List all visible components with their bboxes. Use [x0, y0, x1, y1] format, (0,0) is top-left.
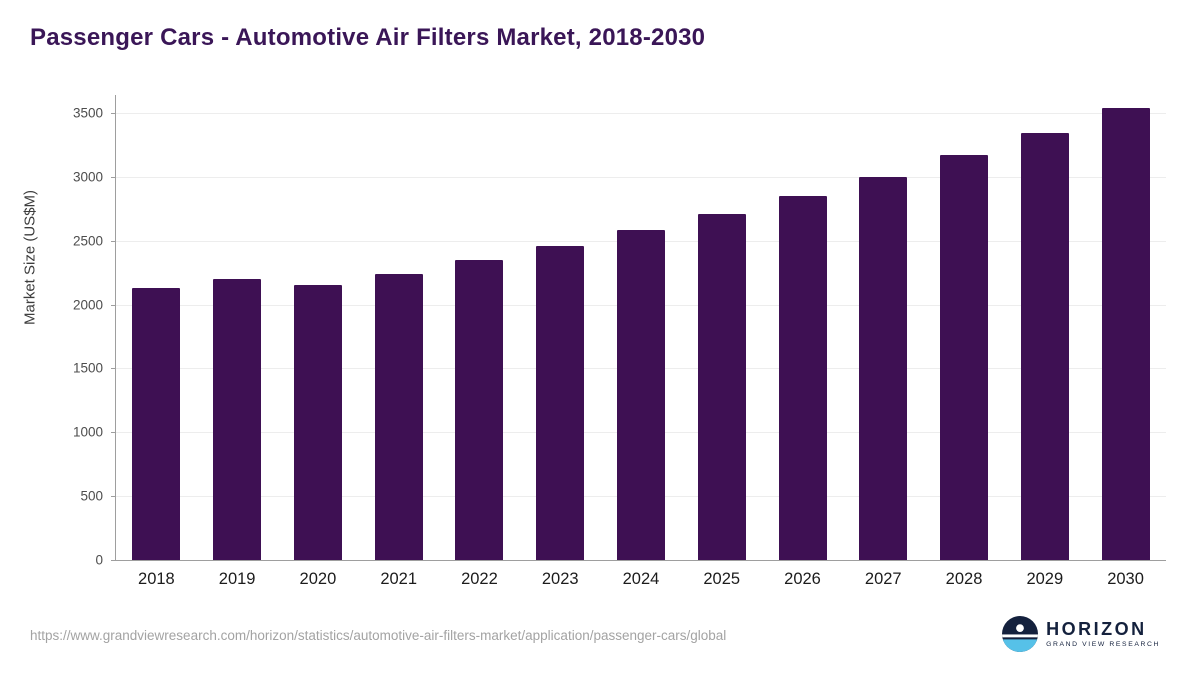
bar-2023 — [536, 245, 585, 560]
y-tick-label-2000: 2000 — [72, 297, 103, 312]
source-url: https://www.grandviewresearch.com/horizo… — [30, 628, 727, 643]
horizon-logo-icon — [1002, 616, 1039, 652]
x-tick-label-2029: 2029 — [1026, 570, 1064, 588]
bar-2020 — [293, 285, 342, 560]
bar-2021 — [374, 273, 423, 560]
y-tick-mark-3500 — [111, 112, 116, 114]
bar-2027 — [859, 176, 908, 560]
gridline-3000 — [116, 176, 1166, 178]
bar-slot-2020 — [278, 95, 359, 560]
y-tick-label-2500: 2500 — [72, 233, 103, 249]
bar-slot-2029 — [1004, 95, 1085, 560]
y-tick-mark-2000 — [111, 304, 116, 306]
x-tick-label-2024: 2024 — [622, 570, 660, 588]
y-tick-label-500: 500 — [80, 488, 103, 504]
bar-2019 — [213, 278, 262, 560]
y-tick-label-3500: 3500 — [72, 105, 103, 121]
bar-2024 — [616, 230, 665, 560]
bar-2025 — [697, 213, 746, 560]
x-tick-label-2018: 2018 — [138, 570, 175, 588]
y-tick-label-0: 0 — [95, 552, 103, 568]
x-tick-label-2022: 2022 — [461, 570, 498, 588]
y-tick-mark-2500 — [111, 240, 116, 242]
y-tick-label-1500: 1500 — [72, 360, 103, 376]
horizon-logo-text: HORIZON GRAND VIEW RESEARCH — [1046, 620, 1160, 648]
x-tick-label-2019: 2019 — [218, 570, 256, 588]
bar-series — [116, 95, 1166, 560]
horizon-logo-subtitle: GRAND VIEW RESEARCH — [1046, 640, 1160, 648]
horizon-logo-name: HORIZON — [1046, 619, 1147, 640]
y-axis-label: Market Size (US$M) — [21, 189, 39, 325]
bar-slot-2023 — [520, 95, 601, 560]
x-axis-labels: 2018 2019 2020 2021 2022 2023 2024 2025 2026 2027… — [116, 570, 1166, 589]
bar-2029 — [1020, 133, 1069, 560]
y-tick-label-1000: 1000 — [72, 424, 103, 440]
bar-slot-2027 — [843, 95, 924, 560]
bar-2026 — [778, 195, 827, 560]
bar-slot-2028 — [924, 95, 1005, 560]
bar-chart-plot-area: 0 500 1000 1500 2000 2500 3000 3500 2018 2019 202… — [73, 95, 1166, 588]
y-tick-label-3000: 3000 — [72, 169, 103, 185]
x-tick-label-2026: 2026 — [784, 570, 821, 588]
bar-2022 — [455, 259, 504, 560]
x-tick-label-2028: 2028 — [945, 570, 983, 588]
bar-slot-2025 — [681, 95, 762, 560]
y-tick-mark-1000 — [111, 432, 116, 434]
bar-2018 — [132, 287, 181, 560]
x-tick-label-2021: 2021 — [380, 570, 418, 588]
bar-slot-2030 — [1085, 95, 1166, 560]
y-tick-mark-3000 — [111, 176, 116, 178]
x-tick-label-2023: 2023 — [541, 570, 579, 588]
y-tick-mark-0 — [111, 560, 116, 561]
x-tick-label-2020: 2020 — [299, 570, 337, 588]
horizon-logo: HORIZON GRAND VIEW RESEARCH — [1002, 616, 1160, 652]
y-tick-mark-1500 — [111, 368, 116, 370]
gridline-3500 — [116, 112, 1166, 114]
x-tick-label-2027: 2027 — [864, 570, 902, 588]
page-title: Passenger Cars - Automotive Air Filters … — [30, 24, 706, 51]
bar-2030 — [1101, 107, 1150, 560]
x-tick-label-2030: 2030 — [1107, 570, 1144, 588]
bar-slot-2022 — [439, 95, 520, 560]
y-tick-mark-500 — [111, 496, 116, 498]
bar-2028 — [940, 155, 989, 560]
bar-slot-2024 — [601, 95, 682, 560]
bar-slot-2019 — [197, 95, 278, 560]
x-tick-label-2025: 2025 — [703, 570, 741, 588]
bar-slot-2026 — [762, 95, 843, 560]
bar-slot-2018 — [116, 95, 197, 560]
bar-slot-2021 — [358, 95, 439, 560]
